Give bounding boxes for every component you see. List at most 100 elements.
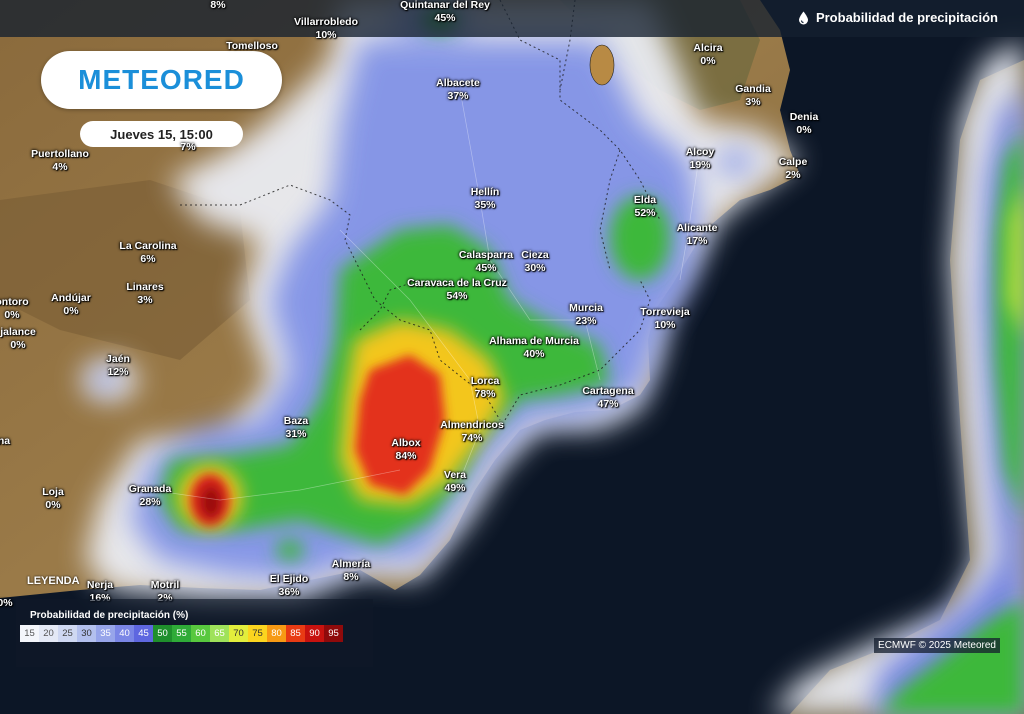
legend: LEYENDA Probabilidad de precipitación (%… (16, 572, 373, 667)
legend-cell: 75 (248, 625, 267, 642)
place-label: Torrevieja 10% (640, 306, 689, 332)
place-label: Murcia 23% (569, 302, 603, 328)
drop-icon (798, 11, 808, 24)
layer-title-text: Probabilidad de precipitación (815, 10, 998, 25)
place-label: Alcoy 19% (686, 146, 715, 172)
place-label: El Ejido 36% (270, 573, 309, 599)
place-name: Calasparra (458, 249, 514, 261)
credit: ECMWF © 2025 Meteored (874, 638, 1000, 653)
place-label: Almería 8% (332, 558, 371, 584)
place-probability: 47% (597, 398, 619, 410)
place-probability: 0% (0, 597, 13, 609)
legend-cell: 50 (153, 625, 172, 642)
legend-cell: 25 (58, 625, 77, 642)
place-name: Alicante (676, 222, 718, 234)
place-label: 8% (210, 0, 225, 12)
place-probability: 0% (45, 499, 61, 511)
place-probability: 0% (700, 55, 716, 67)
legend-cell: 65 (210, 625, 229, 642)
legend-cell: 35 (96, 625, 115, 642)
place-probability: 45% (434, 12, 456, 24)
place-label: Vera 49% (444, 469, 466, 495)
place-label: La Carolina 6% (119, 240, 176, 266)
precip-red-layer (190, 355, 445, 526)
place-label: Almendricos 74% (440, 419, 504, 445)
place-name: Lorca (470, 375, 500, 387)
place-label: Caravaca de la Cruz 54% (407, 277, 507, 303)
place-label: Denia 0% (790, 111, 819, 137)
place-probability: 28% (139, 496, 161, 508)
place-name: Alcira (693, 42, 723, 54)
place-name: Tomelloso (226, 40, 278, 52)
place-label: 7% (180, 141, 195, 154)
place-probability: 40% (523, 348, 545, 360)
place-probability: 17% (686, 235, 708, 247)
roads (149, 89, 701, 501)
place-name: Puertollano (31, 148, 89, 160)
place-name: Jaén (106, 353, 130, 365)
place-name: ontoro (0, 296, 29, 308)
legend-cell: 80 (267, 625, 286, 642)
place-probability: 4% (52, 161, 68, 173)
legend-cell: 20 (39, 625, 58, 642)
place-label: na (0, 435, 10, 448)
place-probability: 30% (524, 262, 546, 274)
place-name: Albacete (436, 77, 480, 89)
place-label: Albox 84% (391, 437, 420, 463)
mountain-green-2 (0, 180, 250, 360)
place-probability: 31% (285, 428, 307, 440)
place-name: Motril (150, 579, 180, 591)
place-name: Torrevieja (640, 306, 690, 318)
place-probability: 3% (137, 294, 153, 306)
place-name: Alhama de Murcia (489, 335, 579, 347)
place-name: Nerja (86, 579, 114, 591)
place-probability: 6% (140, 253, 156, 265)
place-name: Vera (443, 469, 467, 481)
place-probability: 8% (210, 0, 226, 11)
legend-cell: 40 (115, 625, 134, 642)
place-probability: 0% (63, 305, 79, 317)
place-label: Andújar 0% (51, 292, 91, 318)
place-probability: 78% (474, 388, 496, 400)
place-name: Calpe (778, 156, 808, 168)
place-label: Jaén 12% (106, 353, 130, 379)
place-label: jalance 0% (0, 326, 36, 352)
place-probability: 2% (785, 169, 801, 181)
legend-cell: 95 (324, 625, 343, 642)
place-probability: 8% (343, 571, 359, 583)
date-time-pill: Jueves 15, 15:00 (80, 121, 243, 147)
place-label: Albacete 37% (436, 77, 480, 103)
place-probability: 12% (107, 366, 129, 378)
legend-cell: 90 (305, 625, 324, 642)
place-label: Puertollano 4% (31, 148, 89, 174)
place-name: Cieza (521, 249, 549, 261)
legend-scale: 15 20 25 30 35 40 45 50 55 60 65 70 75 80 85 90 95 (20, 625, 343, 642)
place-probability: 54% (446, 290, 468, 302)
place-name: Andújar (51, 292, 91, 304)
place-probability: 35% (474, 199, 496, 211)
place-label: 0% (0, 597, 13, 610)
place-name: Alcoy (685, 146, 715, 158)
meteored-logo[interactable]: METEORED (41, 51, 282, 109)
legend-cell: 45 (134, 625, 153, 642)
place-probability: 52% (634, 207, 656, 219)
place-label: Alhama de Murcia 40% (489, 335, 579, 361)
place-label: Gandia 3% (735, 83, 771, 109)
place-name: Baza (283, 415, 309, 427)
place-probability: 0% (796, 124, 812, 136)
place-name: Quintanar del Rey (400, 0, 490, 11)
place-probability: 19% (689, 159, 711, 171)
legend-cell: 30 (77, 625, 96, 642)
place-name: La Carolina (119, 240, 177, 252)
top-bar: Probabilidad de precipitación (0, 0, 1024, 37)
legend-subtitle: Probabilidad de precipitación (%) (30, 610, 189, 621)
place-label: Calasparra 45% (459, 249, 513, 275)
place-label: Loja 0% (42, 486, 64, 512)
place-probability: 36% (278, 586, 300, 598)
place-name: Elda (633, 194, 657, 206)
place-label: Elda 52% (634, 194, 656, 220)
place-name: Loja (42, 486, 64, 498)
place-label: Alicante 17% (677, 222, 718, 248)
place-label: Tomelloso (226, 40, 278, 53)
place-probability: 10% (654, 319, 676, 331)
